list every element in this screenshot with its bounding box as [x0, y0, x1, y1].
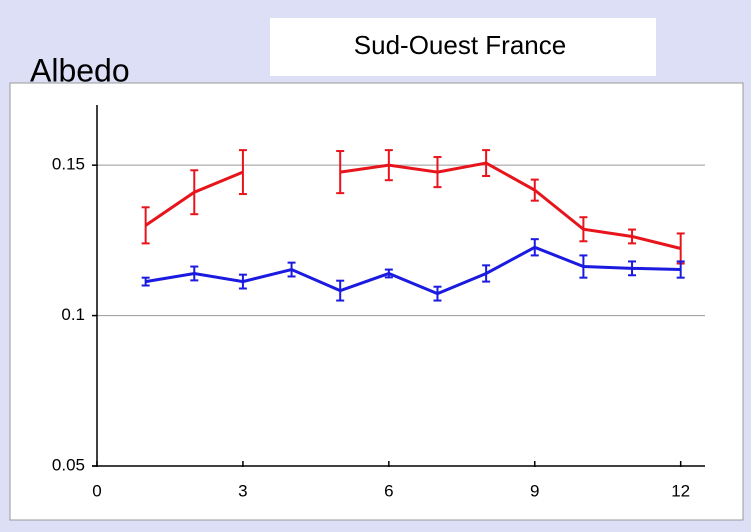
x-tick-label: 12	[671, 481, 690, 500]
chart-panel	[9, 82, 744, 521]
error-bar	[433, 285, 442, 302]
error-bar	[384, 268, 393, 279]
error-bar	[628, 260, 637, 277]
y-tick-label: 0.05	[52, 455, 85, 474]
x-tick-label: 6	[384, 481, 393, 500]
x-tick-label: 3	[238, 481, 247, 500]
y-tick-label: 0.1	[61, 305, 85, 324]
x-tick-label: 9	[530, 481, 539, 500]
error-bar	[530, 238, 539, 257]
error-bar	[384, 149, 393, 182]
error-bar	[190, 169, 199, 216]
error-bar	[530, 178, 539, 202]
error-bar	[190, 265, 199, 282]
error-bar	[482, 149, 491, 177]
error-bar	[579, 216, 588, 243]
error-bar	[238, 149, 247, 196]
error-bar	[141, 276, 150, 287]
error-bar	[336, 150, 345, 195]
series-line	[145, 245, 681, 296]
error-bar	[579, 254, 588, 279]
error-bar	[336, 279, 345, 302]
y-tick-label: 0.15	[52, 155, 85, 174]
error-bar	[433, 156, 442, 189]
chart-title: Sud-Ouest France	[354, 30, 566, 60]
title-panel	[270, 18, 656, 76]
y-axis-label: Albedo	[30, 52, 130, 88]
error-bar	[628, 228, 637, 245]
error-bar	[676, 260, 685, 279]
error-bar	[238, 273, 247, 290]
error-bar	[141, 206, 150, 245]
error-bar	[482, 264, 491, 283]
error-bar	[287, 261, 296, 278]
x-tick-label: 0	[92, 481, 101, 500]
